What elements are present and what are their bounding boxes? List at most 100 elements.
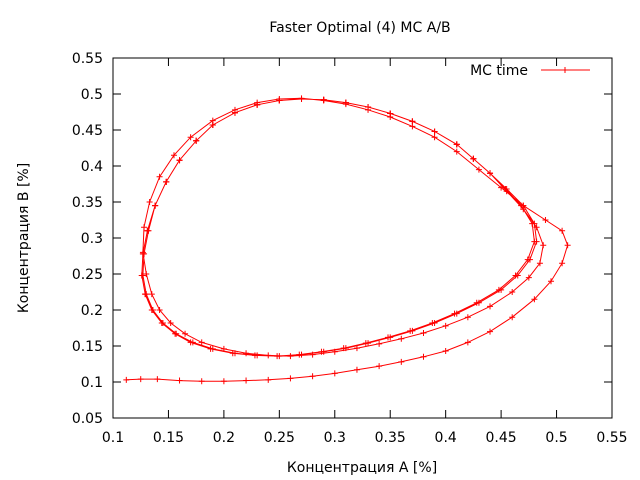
data-point xyxy=(207,345,214,352)
data-point xyxy=(407,327,414,334)
data-point xyxy=(387,110,394,117)
x-axis-label: Концентрация A [%] xyxy=(287,460,437,476)
data-point xyxy=(420,353,427,360)
data-point xyxy=(265,352,272,359)
data-point xyxy=(487,328,494,335)
data-point xyxy=(144,227,151,234)
data-point xyxy=(470,155,477,162)
x-tick-label: 0.1 xyxy=(102,430,124,446)
data-point xyxy=(385,334,392,341)
data-point xyxy=(342,99,349,106)
data-point xyxy=(559,260,566,267)
data-point xyxy=(376,363,383,370)
y-tick-label: 0.2 xyxy=(81,303,103,319)
legend-marker-mc-time xyxy=(562,67,568,73)
y-tick-label: 0.55 xyxy=(72,51,103,67)
data-point xyxy=(464,339,471,346)
data-point xyxy=(365,103,372,110)
data-point xyxy=(453,141,460,148)
data-point xyxy=(318,348,325,355)
data-point xyxy=(198,378,205,385)
data-point xyxy=(475,166,482,173)
data-point xyxy=(473,299,480,306)
x-tick-label: 0.2 xyxy=(213,430,235,446)
legend: MC time xyxy=(470,63,590,79)
data-point xyxy=(137,376,144,383)
data-point xyxy=(229,350,236,357)
data-point xyxy=(542,217,549,223)
data-point xyxy=(309,373,316,380)
data-point xyxy=(243,350,250,357)
data-point xyxy=(187,134,194,141)
data-point xyxy=(442,348,449,355)
data-point xyxy=(167,319,174,326)
data-point xyxy=(559,227,566,234)
plot-border xyxy=(112,57,613,419)
chart-title: Faster Optimal (4) MC A/B xyxy=(269,20,450,36)
data-point xyxy=(231,109,238,116)
data-point xyxy=(251,352,258,359)
data-point xyxy=(176,377,183,384)
data-point xyxy=(518,202,525,209)
data-point xyxy=(163,178,170,185)
data-point xyxy=(146,199,153,205)
data-point xyxy=(487,170,494,177)
x-tick-label: 0.25 xyxy=(264,430,295,446)
data-point xyxy=(152,202,159,209)
data-point xyxy=(487,303,494,310)
y-tick-label: 0.5 xyxy=(81,87,103,103)
data-point xyxy=(531,238,538,245)
data-point xyxy=(276,97,283,104)
data-point xyxy=(143,271,150,277)
data-point xyxy=(172,330,179,337)
data-point xyxy=(453,148,460,155)
data-point xyxy=(148,291,155,298)
data-point xyxy=(176,157,183,164)
data-point xyxy=(170,152,177,159)
data-point xyxy=(529,220,536,227)
data-point xyxy=(156,173,163,180)
series-layer xyxy=(123,95,571,385)
data-point xyxy=(220,378,227,385)
data-point xyxy=(398,358,405,365)
y-tick-label: 0.15 xyxy=(72,339,103,355)
y-axis: 0.05 0.1 0.15 0.2 0.25 0.3 0.35 0.4 0.45 0.5 0.55 xyxy=(72,51,612,427)
x-tick-label: 0.3 xyxy=(324,430,346,446)
data-point xyxy=(209,121,216,128)
data-point xyxy=(451,310,458,317)
data-point xyxy=(158,319,165,326)
data-point xyxy=(182,330,189,337)
data-point xyxy=(525,274,532,281)
y-tick-label: 0.4 xyxy=(81,159,103,175)
data-point xyxy=(409,123,416,130)
y-tick-label: 0.45 xyxy=(72,123,103,139)
data-point xyxy=(198,339,205,346)
series-line-0 xyxy=(126,97,569,382)
data-point xyxy=(420,330,427,337)
x-tick-label: 0.15 xyxy=(153,430,184,446)
y-tick-label: 0.35 xyxy=(72,195,103,211)
data-point xyxy=(509,314,516,321)
data-point xyxy=(309,351,316,358)
data-point xyxy=(156,307,163,313)
data-point xyxy=(464,314,471,321)
data-point xyxy=(139,250,146,257)
data-point xyxy=(148,307,155,313)
data-point xyxy=(220,345,227,352)
data-point xyxy=(533,224,540,231)
data-point xyxy=(429,319,436,326)
data-point xyxy=(141,224,148,231)
data-point xyxy=(509,289,516,295)
x-tick-label: 0.35 xyxy=(375,430,406,446)
x-tick-label: 0.5 xyxy=(545,430,567,446)
x-tick-label: 0.4 xyxy=(435,430,457,446)
data-point xyxy=(502,186,509,193)
data-point xyxy=(431,128,438,135)
y-axis-label: Концентрация B [%] xyxy=(16,163,32,313)
data-point xyxy=(287,353,294,360)
data-point xyxy=(524,256,531,263)
x-tick-label: 0.55 xyxy=(596,430,627,446)
data-point xyxy=(296,351,303,358)
data-point xyxy=(187,339,194,346)
data-point xyxy=(431,134,438,141)
